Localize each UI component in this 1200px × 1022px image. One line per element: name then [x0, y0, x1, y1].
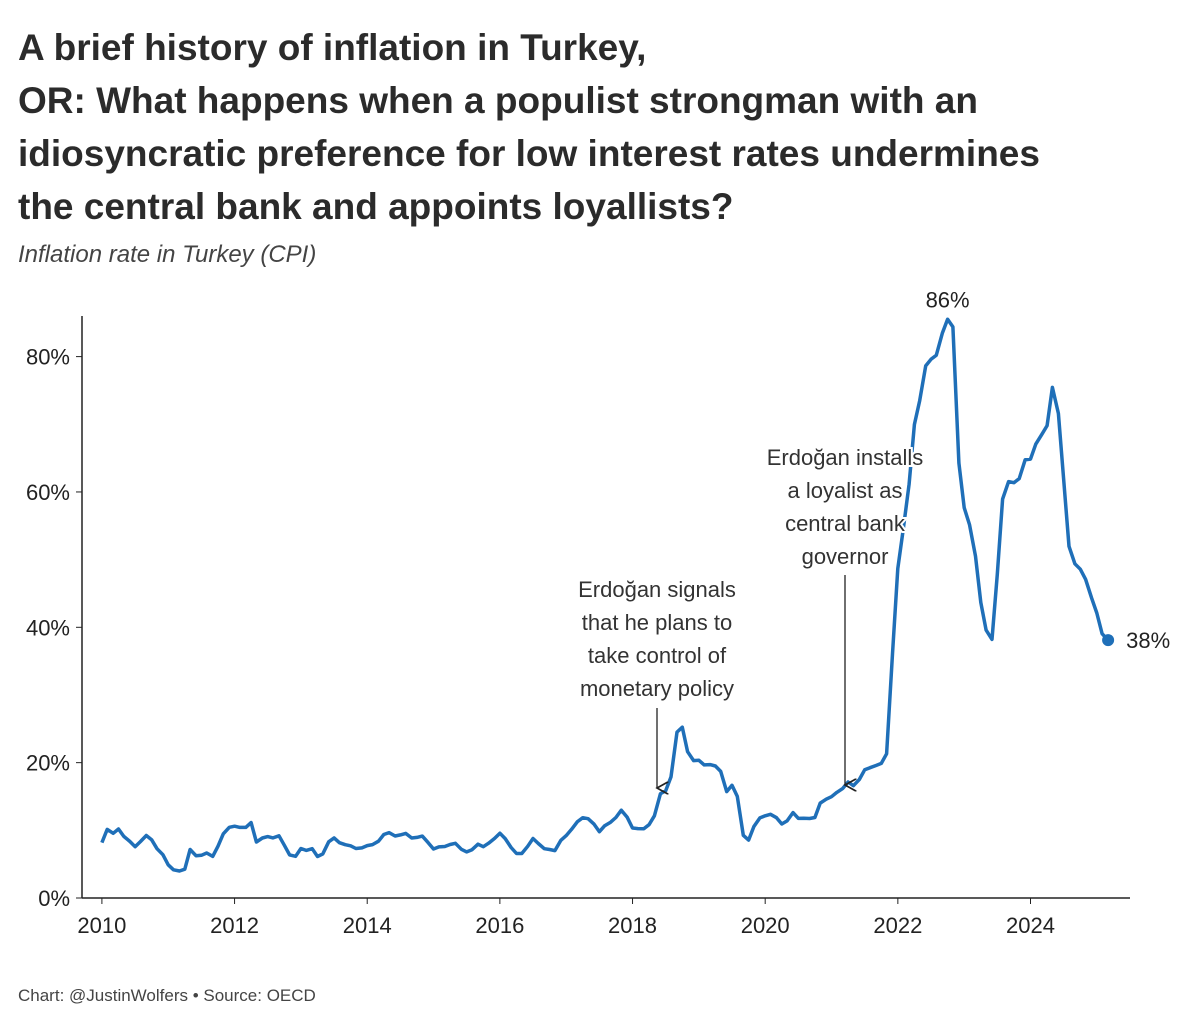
- y-tick-label: 0%: [38, 886, 70, 911]
- x-tick-label: 2016: [475, 913, 524, 938]
- x-tick-label: 2010: [77, 913, 126, 938]
- x-tick-label: 2018: [608, 913, 657, 938]
- annotation: a loyalist as: [788, 478, 903, 503]
- y-tick-label: 80%: [26, 345, 70, 370]
- value-label: 86%: [926, 287, 970, 312]
- chart-title: OR: What happens when a populist strongm…: [18, 80, 978, 121]
- x-tick-label: 2024: [1006, 913, 1055, 938]
- x-tick-label: 2020: [741, 913, 790, 938]
- inflation-line: [100, 317, 1110, 873]
- annotation: Erdoğan installs: [767, 445, 924, 470]
- x-tick-label: 2022: [873, 913, 922, 938]
- y-tick-label: 20%: [26, 751, 70, 776]
- end-point: [1102, 634, 1115, 647]
- annotation: governor: [802, 544, 889, 569]
- footer: Chart: @JustinWolfers • Source: OECD: [18, 986, 316, 1005]
- y-tick-label: 40%: [26, 615, 70, 640]
- subtitle: Inflation rate in Turkey (CPI): [18, 241, 316, 268]
- annotation: Erdoğan signals: [578, 577, 736, 602]
- chart-title: idiosyncratic preference for low interes…: [18, 133, 1040, 174]
- annotation: monetary policy: [580, 676, 734, 701]
- annotation: that he plans to: [582, 610, 732, 635]
- y-tick-label: 60%: [26, 480, 70, 505]
- value-label: 38%: [1126, 628, 1170, 653]
- chart-title: the central bank and appoints loyallists…: [18, 186, 733, 227]
- x-tick-label: 2014: [343, 913, 392, 938]
- annotation: central bank: [785, 511, 906, 536]
- x-tick-label: 2012: [210, 913, 259, 938]
- chart-title: A brief history of inflation in Turkey,: [18, 27, 646, 68]
- annotation: take control of: [588, 643, 727, 668]
